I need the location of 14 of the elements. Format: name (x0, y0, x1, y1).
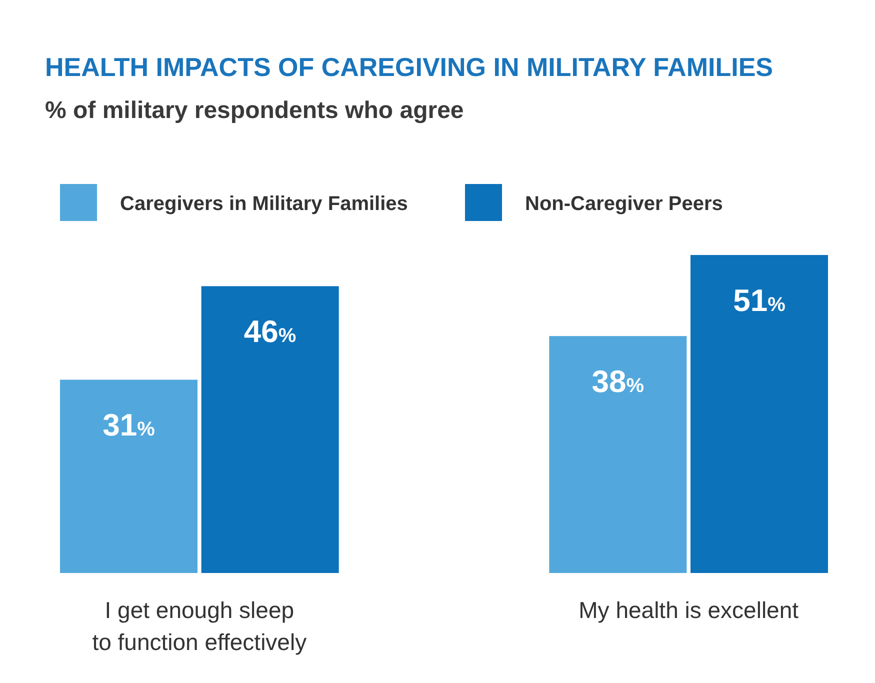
data-label: 51% (733, 283, 786, 318)
x-tick-label: My health is excellent (578, 597, 800, 623)
legend-label: Caregivers in Military Families (120, 193, 408, 215)
bar (201, 286, 339, 573)
data-label: 31% (102, 408, 156, 443)
bar (690, 255, 828, 573)
data-label: 46% (244, 314, 296, 350)
data-label: 38% (592, 364, 644, 400)
legend-label: Non-Caregiver Peers (525, 193, 723, 215)
chart-title: HEALTH IMPACTS OF CAREGIVING IN MILITARY FAMILIES (45, 52, 773, 82)
chart-subtitle: % of military respondents who agree (45, 97, 464, 124)
x-tick-label: I get enough sleep to function effectively (92, 597, 308, 655)
bar (60, 380, 198, 573)
bar (549, 336, 687, 573)
